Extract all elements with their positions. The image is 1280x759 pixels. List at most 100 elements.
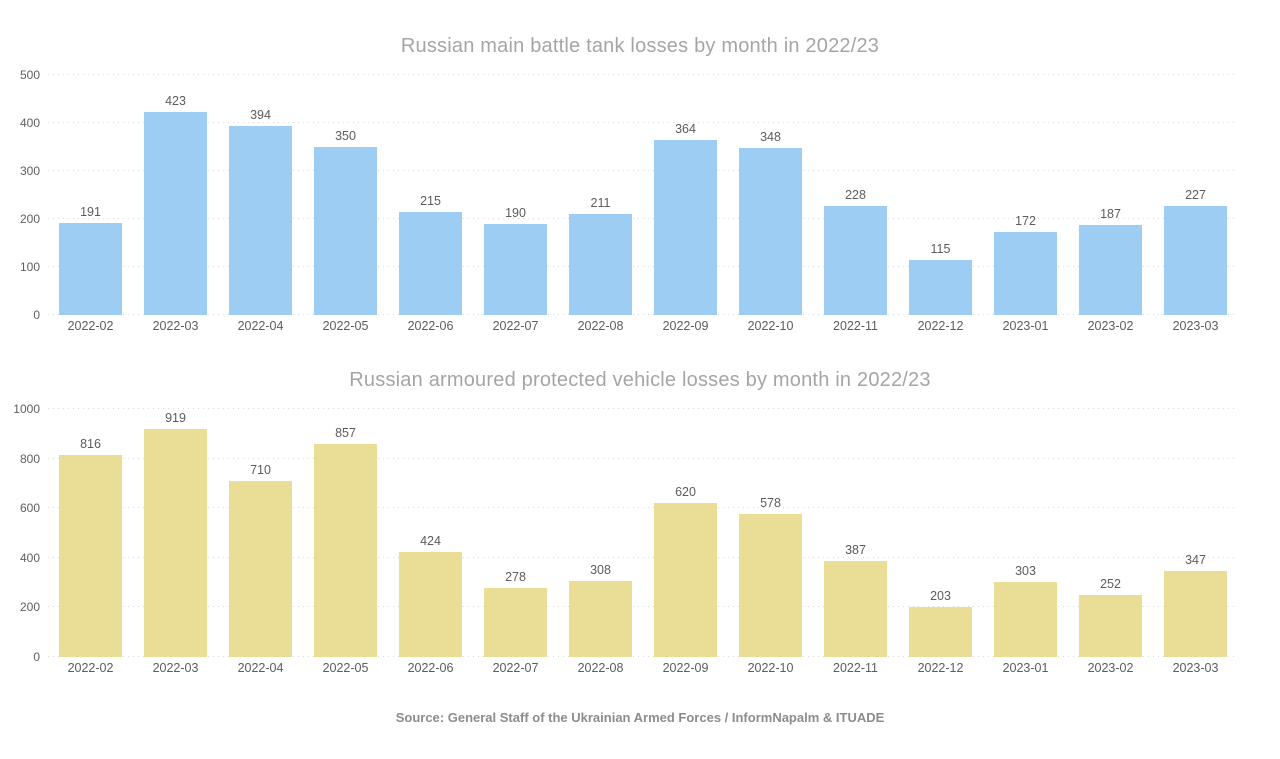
gridline	[48, 218, 1238, 219]
bar-group: 347	[1153, 409, 1238, 657]
bar-value-label: 578	[760, 495, 781, 510]
bar-group: 278	[473, 409, 558, 657]
y-tick-label: 200	[19, 212, 40, 226]
gridline	[48, 606, 1238, 608]
bar	[653, 140, 718, 315]
bar-group: 578	[728, 409, 813, 657]
bar-value-label: 203	[930, 588, 951, 603]
x-tick-label: 2022-12	[917, 319, 964, 333]
bar	[58, 454, 123, 657]
bar-group: 394	[218, 75, 303, 315]
bar-group: 172	[983, 75, 1068, 315]
bar-value-label: 424	[420, 533, 441, 548]
bar	[738, 147, 803, 315]
bar-value-label: 303	[1015, 563, 1036, 578]
x-tick-label: 2023-02	[1087, 319, 1134, 333]
x-tick-label: 2022-12	[917, 661, 964, 675]
y-tick-label: 0	[33, 308, 40, 322]
x-tick-label: 2022-10	[747, 319, 794, 333]
bar	[993, 232, 1058, 315]
bar	[908, 606, 973, 657]
bar-group: 424	[388, 409, 473, 657]
bar	[1163, 206, 1228, 315]
bar-group: 816	[48, 409, 133, 657]
bar	[313, 444, 378, 657]
vehicle-plot-area: 0 200 400 600 800 1000 816 919 710 857 424 278 308 6…	[13, 402, 1238, 664]
bar	[738, 513, 803, 657]
x-axis: 2022-02 2022-03 2022-04 2022-05 2022-06 2022-…	[48, 319, 1238, 333]
bar	[993, 581, 1058, 657]
bar-value-label: 710	[250, 462, 271, 477]
bar-value-label: 308	[590, 562, 611, 577]
bar-group: 620	[643, 409, 728, 657]
gridline	[48, 122, 1238, 123]
gridline	[48, 170, 1238, 171]
bar-group: 227	[1153, 75, 1238, 315]
y-tick-label: 0	[33, 650, 40, 664]
bar-value-label: 227	[1185, 188, 1206, 203]
x-tick-label: 2022-03	[152, 661, 199, 675]
y-tick-label: 500	[19, 68, 40, 82]
bar-value-label: 115	[930, 241, 951, 256]
x-tick-label: 2022-05	[322, 661, 369, 675]
bar-group: 228	[813, 75, 898, 315]
tank-losses-chart: Russian main battle tank losses by month…	[0, 34, 1280, 333]
vehicle-losses-chart: Russian armoured protected vehicle losse…	[0, 368, 1280, 675]
bar-group: 303	[983, 409, 1068, 657]
bar	[568, 213, 633, 315]
x-tick-label: 2022-07	[492, 319, 539, 333]
x-tick-label: 2022-06	[407, 661, 454, 675]
x-tick-label: 2022-06	[407, 319, 454, 333]
x-tick-label: 2022-09	[662, 319, 709, 333]
bar	[313, 147, 378, 315]
bars-layer: 816 919 710 857 424 278 308 620 578 387 203 303 252 3…	[48, 409, 1238, 657]
bar-value-label: 620	[675, 485, 696, 500]
grid-layer: 0 100 200 300 400 500	[20, 68, 1238, 322]
bar-value-label: 252	[1100, 576, 1121, 591]
bar	[398, 551, 463, 657]
bar-value-label: 172	[1015, 214, 1036, 229]
bar-group: 919	[133, 409, 218, 657]
bar	[653, 503, 718, 657]
bar-value-label: 387	[845, 543, 866, 558]
bar	[143, 111, 208, 315]
bar	[483, 223, 548, 315]
bar-value-label: 347	[1185, 552, 1206, 567]
bar-group: 115	[898, 75, 983, 315]
grid-layer: 0 200 400 600 800 1000	[13, 402, 1238, 664]
x-tick-label: 2022-09	[662, 661, 709, 675]
bar	[1078, 594, 1143, 657]
bar-value-label: 816	[80, 436, 101, 451]
x-tick-label: 2022-02	[67, 319, 114, 333]
x-tick-label: 2022-10	[747, 661, 794, 675]
x-tick-label: 2022-08	[577, 661, 624, 675]
gridline	[48, 314, 1238, 315]
x-tick-label: 2022-03	[152, 319, 199, 333]
vehicle-chart-title: Russian armoured protected vehicle losse…	[349, 369, 931, 391]
bar	[1078, 225, 1143, 315]
bar-value-label: 211	[590, 195, 611, 210]
bar-group: 423	[133, 75, 218, 315]
gridline	[48, 457, 1238, 459]
bar-value-label: 394	[250, 107, 271, 122]
bar-value-label: 350	[335, 129, 356, 143]
bar-group: 387	[813, 409, 898, 657]
bar-group: 187	[1068, 75, 1153, 315]
bar-group: 710	[218, 409, 303, 657]
bar-group: 350	[303, 75, 388, 315]
gridline	[48, 74, 1238, 75]
y-tick-label: 1000	[13, 402, 40, 416]
bar	[483, 588, 548, 657]
bar-value-label: 187	[1100, 207, 1121, 222]
y-tick-label: 400	[19, 550, 40, 565]
y-tick-label: 100	[19, 260, 40, 274]
y-tick-label: 800	[19, 451, 40, 466]
bar-value-label: 278	[505, 570, 526, 585]
bar	[228, 480, 293, 657]
x-tick-label: 2022-11	[833, 661, 878, 675]
bar-value-label: 364	[675, 122, 696, 137]
x-tick-label: 2023-02	[1087, 661, 1134, 675]
source-note: Source: General Staff of the Ukrainian A…	[395, 710, 885, 725]
bar	[228, 125, 293, 315]
bar	[568, 580, 633, 657]
